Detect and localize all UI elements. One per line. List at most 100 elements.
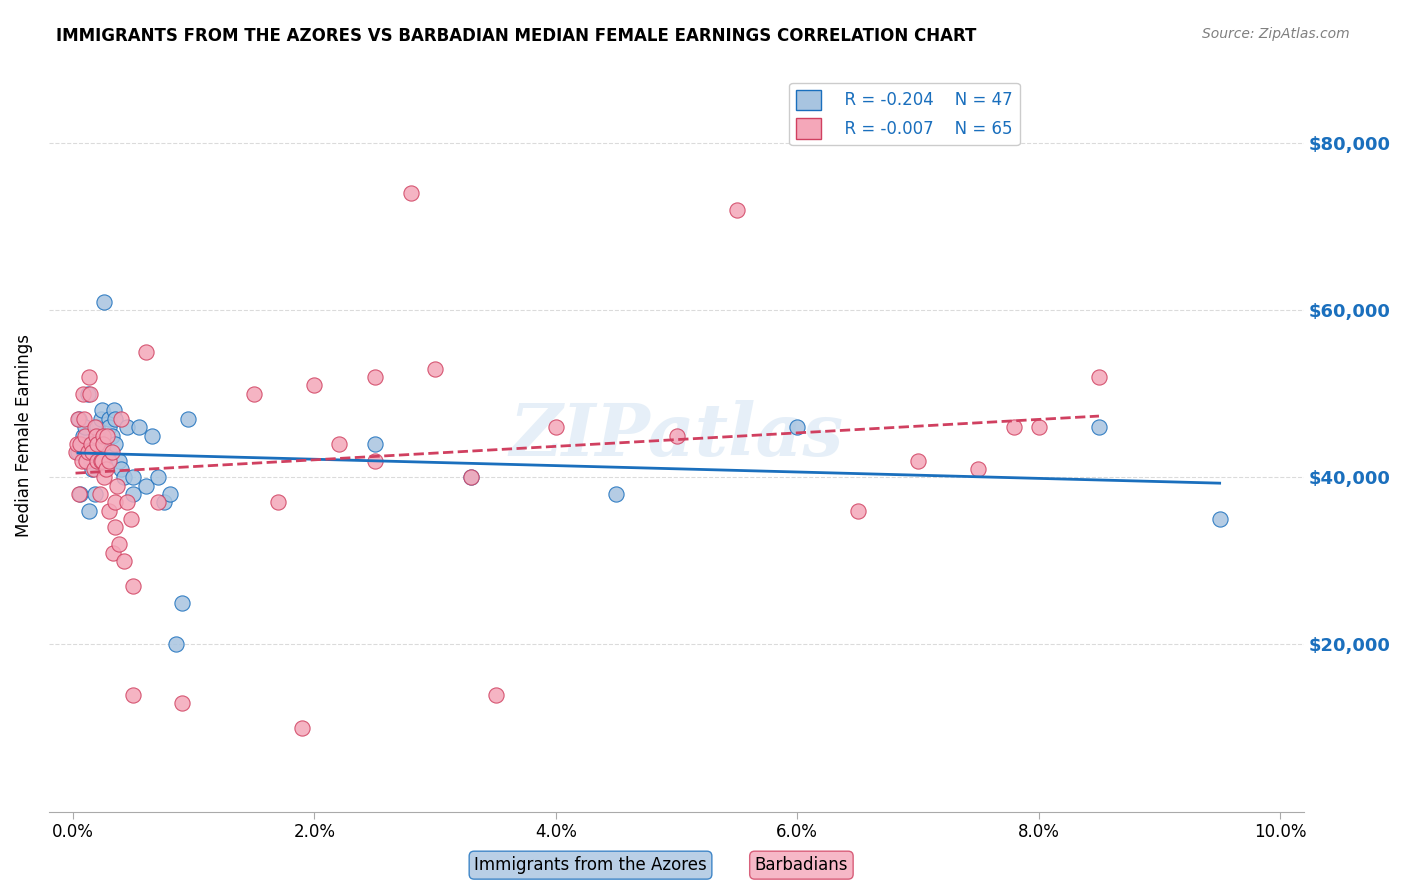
- Point: [165, 637, 187, 651]
- Point: [105, 478, 128, 492]
- Point: [83, 487, 105, 501]
- Point: [90, 453, 112, 467]
- Point: [98, 420, 121, 434]
- Point: [76, 386, 98, 401]
- Point: [66, 437, 89, 451]
- Point: [98, 504, 121, 518]
- Point: [122, 487, 145, 501]
- Text: ZIPatlas: ZIPatlas: [509, 400, 844, 471]
- Point: [91, 437, 114, 451]
- Point: [98, 412, 121, 426]
- Legend:   R = -0.204    N = 47,   R = -0.007    N = 65: R = -0.204 N = 47, R = -0.007 N = 65: [789, 83, 1019, 145]
- Point: [399, 186, 422, 201]
- Point: [122, 470, 145, 484]
- Point: [304, 378, 326, 392]
- Point: [80, 437, 103, 451]
- Point: [605, 487, 627, 501]
- Point: [104, 520, 127, 534]
- Point: [117, 420, 139, 434]
- Point: [122, 579, 145, 593]
- Point: [135, 345, 157, 359]
- Point: [91, 453, 114, 467]
- Text: Barbadians: Barbadians: [755, 856, 848, 874]
- Point: [94, 462, 117, 476]
- Point: [846, 504, 869, 518]
- Point: [93, 470, 115, 484]
- Point: [108, 453, 131, 467]
- Point: [364, 370, 387, 384]
- Point: [117, 495, 139, 509]
- Point: [67, 487, 90, 501]
- Point: [98, 445, 121, 459]
- Point: [104, 412, 127, 426]
- Point: [544, 420, 567, 434]
- Y-axis label: Median Female Earnings: Median Female Earnings: [15, 334, 32, 537]
- Point: [152, 495, 174, 509]
- Point: [91, 403, 114, 417]
- Point: [83, 462, 105, 476]
- Point: [72, 428, 94, 442]
- Point: [460, 470, 482, 484]
- Point: [66, 445, 89, 459]
- Point: [1004, 420, 1026, 434]
- Point: [65, 445, 87, 459]
- Point: [86, 420, 108, 434]
- Point: [72, 386, 94, 401]
- Point: [86, 437, 108, 451]
- Point: [83, 420, 105, 434]
- Point: [91, 437, 114, 451]
- Point: [82, 462, 104, 476]
- Point: [73, 412, 96, 426]
- Point: [122, 688, 145, 702]
- Point: [1028, 420, 1050, 434]
- Point: [110, 462, 132, 476]
- Point: [70, 453, 93, 467]
- Point: [75, 420, 97, 434]
- Point: [135, 478, 157, 492]
- Point: [146, 470, 169, 484]
- Point: [1088, 370, 1111, 384]
- Point: [66, 412, 89, 426]
- Point: [76, 445, 98, 459]
- Point: [267, 495, 290, 509]
- Point: [79, 386, 101, 401]
- Point: [86, 445, 108, 459]
- Point: [101, 545, 124, 559]
- Text: IMMIGRANTS FROM THE AZORES VS BARBADIAN MEDIAN FEMALE EARNINGS CORRELATION CHART: IMMIGRANTS FROM THE AZORES VS BARBADIAN …: [56, 27, 977, 45]
- Point: [69, 437, 91, 451]
- Point: [104, 437, 127, 451]
- Point: [91, 428, 114, 442]
- Point: [170, 696, 193, 710]
- Point: [96, 428, 118, 442]
- Point: [1088, 420, 1111, 434]
- Point: [70, 437, 93, 451]
- Point: [484, 688, 506, 702]
- Point: [82, 445, 104, 459]
- Point: [77, 504, 100, 518]
- Point: [907, 453, 929, 467]
- Point: [146, 495, 169, 509]
- Point: [80, 453, 103, 467]
- Text: Immigrants from the Azores: Immigrants from the Azores: [474, 856, 707, 874]
- Point: [112, 470, 135, 484]
- Point: [112, 554, 135, 568]
- Point: [364, 453, 387, 467]
- Point: [93, 294, 115, 309]
- Point: [91, 453, 114, 467]
- Point: [75, 428, 97, 442]
- Point: [84, 428, 107, 442]
- Point: [128, 420, 150, 434]
- Point: [104, 495, 127, 509]
- Point: [170, 596, 193, 610]
- Point: [425, 361, 447, 376]
- Point: [67, 412, 90, 426]
- Point: [291, 721, 314, 735]
- Point: [460, 470, 482, 484]
- Point: [100, 445, 122, 459]
- Point: [364, 437, 387, 451]
- Point: [98, 453, 121, 467]
- Point: [110, 412, 132, 426]
- Point: [1208, 512, 1230, 526]
- Point: [328, 437, 350, 451]
- Point: [86, 453, 108, 467]
